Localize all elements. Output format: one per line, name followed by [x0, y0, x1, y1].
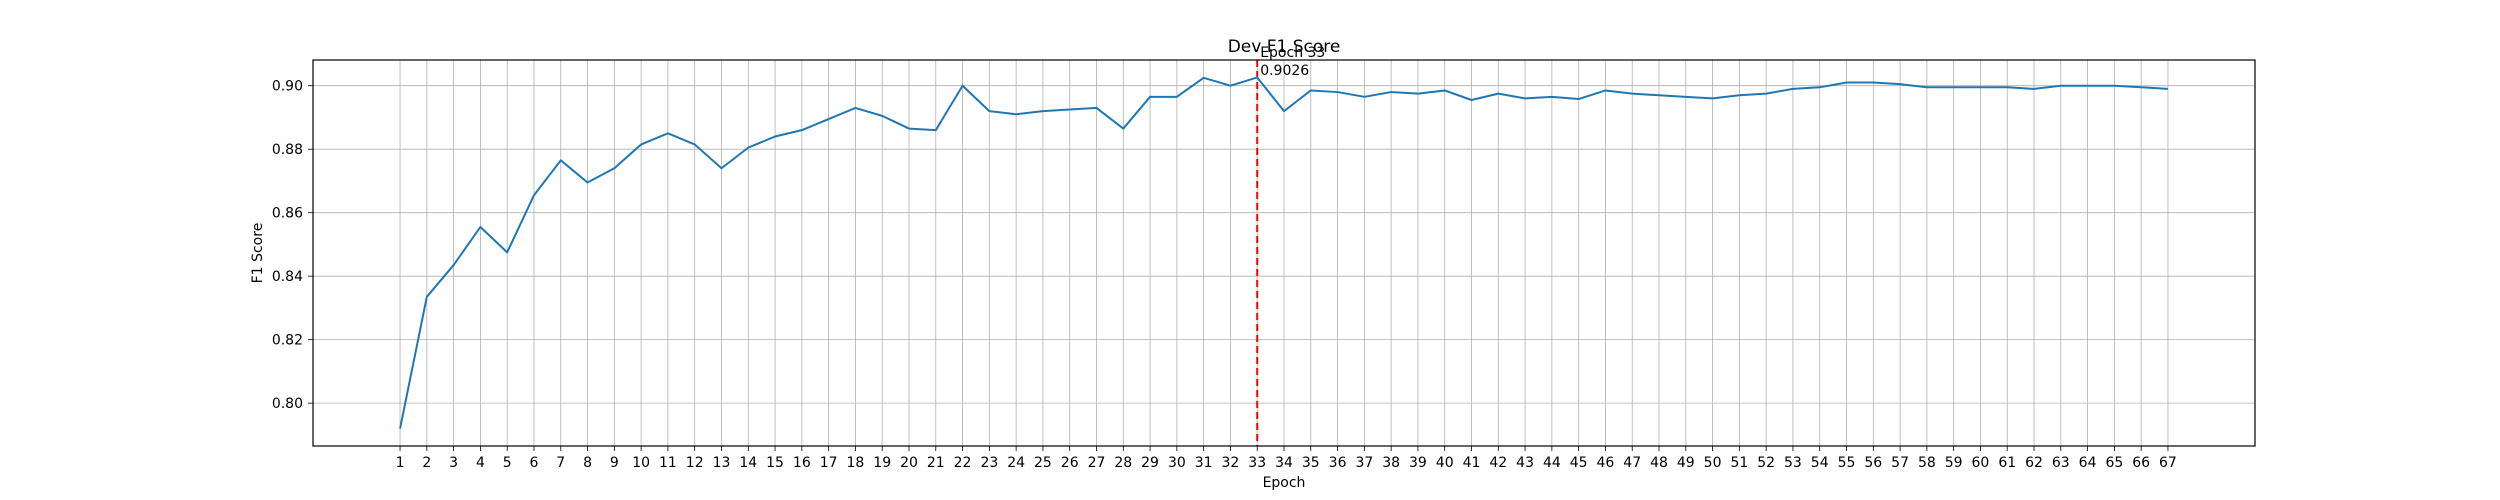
- x-tick-label: 12: [686, 455, 704, 471]
- x-tick-label: 65: [2105, 455, 2123, 471]
- x-tick-label: 49: [1677, 455, 1695, 471]
- x-tick-label: 35: [1302, 455, 1320, 471]
- x-tick-label: 16: [793, 455, 811, 471]
- x-tick-label: 20: [900, 455, 918, 471]
- x-tick-label: 27: [1088, 455, 1106, 471]
- y-tick-label: 0.88: [272, 142, 303, 158]
- best-epoch-annotation: Epoch 33: [1260, 45, 1325, 61]
- x-tick-label: 19: [873, 455, 891, 471]
- x-tick-label: 58: [1918, 455, 1936, 471]
- x-tick-label: 36: [1329, 455, 1347, 471]
- y-tick-label: 0.80: [272, 396, 303, 412]
- x-tick-label: 13: [713, 455, 731, 471]
- x-tick-label: 43: [1516, 455, 1534, 471]
- x-tick-label: 64: [2079, 455, 2097, 471]
- x-tick-label: 66: [2132, 455, 2150, 471]
- x-tick-label: 3: [449, 455, 458, 471]
- x-tick-label: 37: [1355, 455, 1373, 471]
- x-tick-label: 7: [556, 455, 565, 471]
- x-tick-label: 1: [396, 455, 405, 471]
- x-tick-label: 22: [954, 455, 972, 471]
- x-tick-label: 9: [610, 455, 619, 471]
- x-tick-label: 17: [820, 455, 838, 471]
- y-tick-label: 0.90: [272, 79, 303, 95]
- x-tick-label: 24: [1007, 455, 1025, 471]
- x-tick-label: 38: [1382, 455, 1400, 471]
- x-tick-label: 62: [2025, 455, 2043, 471]
- x-tick-label: 32: [1222, 455, 1240, 471]
- x-tick-label: 51: [1730, 455, 1748, 471]
- x-tick-label: 33: [1248, 455, 1266, 471]
- grid-lines: [313, 60, 2255, 446]
- x-tick-label: 25: [1034, 455, 1052, 471]
- x-tick-label: 57: [1891, 455, 1909, 471]
- series-group: [399, 76, 2169, 429]
- x-tick-label: 31: [1195, 455, 1213, 471]
- best-score-annotation: 0.9026: [1260, 63, 1309, 79]
- x-tick-label: 15: [766, 455, 784, 471]
- y-tick-label: 0.86: [272, 206, 303, 222]
- x-tick-label: 42: [1489, 455, 1507, 471]
- x-tick-label: 11: [659, 455, 677, 471]
- x-axis-label: Epoch: [1263, 475, 1306, 491]
- x-tick-label: 28: [1114, 455, 1132, 471]
- x-tick-label: 10: [632, 455, 650, 471]
- x-tick-label: 44: [1543, 455, 1561, 471]
- x-tick-label: 41: [1463, 455, 1481, 471]
- x-tick-label: 34: [1275, 455, 1293, 471]
- x-tick-label: 8: [583, 455, 592, 471]
- x-tick-label: 53: [1784, 455, 1802, 471]
- x-tick-label: 2: [422, 455, 431, 471]
- x-tick-label: 4: [476, 455, 485, 471]
- x-tick-label: 55: [1838, 455, 1856, 471]
- x-tick-label: 21: [927, 455, 945, 471]
- y-axis-label: F1 Score: [250, 223, 266, 284]
- x-tick-label: 30: [1168, 455, 1186, 471]
- x-axis-ticks: 1 2 3 4 5 6 7 8 9 10 11 12 13 14 15 16 17 18 19 20 21 22 23 24 2…: [396, 446, 2177, 471]
- x-tick-label: 56: [1864, 455, 1882, 471]
- x-tick-label: 26: [1061, 455, 1079, 471]
- x-tick-label: 40: [1436, 455, 1454, 471]
- x-tick-label: 47: [1623, 455, 1641, 471]
- chart-title: Dev F1 Score: [1228, 37, 1341, 57]
- x-tick-label: 45: [1570, 455, 1588, 471]
- y-tick-label: 0.82: [272, 333, 303, 349]
- x-tick-label: 29: [1141, 455, 1159, 471]
- x-tick-label: 46: [1597, 455, 1615, 471]
- x-tick-label: 50: [1704, 455, 1722, 471]
- x-tick-label: 5: [503, 455, 512, 471]
- y-axis-ticks: 0.80 0.82 0.84 0.86 0.88 0.90: [272, 79, 313, 412]
- x-tick-label: 39: [1409, 455, 1427, 471]
- x-tick-label: 18: [847, 455, 865, 471]
- x-tick-label: 60: [1972, 455, 1990, 471]
- x-tick-label: 67: [2159, 455, 2177, 471]
- f1-series-line: [399, 76, 2169, 429]
- x-tick-label: 14: [739, 455, 757, 471]
- x-tick-label: 59: [1945, 455, 1963, 471]
- x-tick-label: 48: [1650, 455, 1668, 471]
- x-tick-label: 63: [2052, 455, 2070, 471]
- x-tick-label: 23: [980, 455, 998, 471]
- x-tick-label: 6: [530, 455, 539, 471]
- x-tick-label: 61: [1998, 455, 2016, 471]
- x-tick-label: 54: [1811, 455, 1829, 471]
- y-tick-label: 0.84: [272, 269, 303, 285]
- x-tick-label: 52: [1757, 455, 1775, 471]
